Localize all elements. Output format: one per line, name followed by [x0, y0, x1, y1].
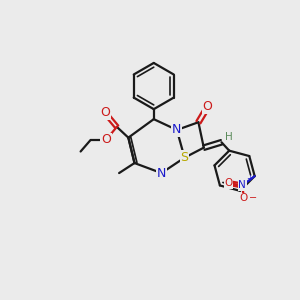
- Text: −: −: [249, 193, 257, 203]
- Text: O: O: [101, 134, 111, 146]
- Text: O: O: [224, 178, 232, 188]
- Text: S: S: [181, 151, 188, 164]
- Text: N: N: [172, 123, 182, 136]
- Text: N: N: [238, 180, 246, 190]
- Text: N: N: [157, 167, 166, 180]
- Text: O: O: [203, 100, 213, 113]
- Text: O: O: [100, 106, 110, 119]
- Text: H: H: [225, 132, 233, 142]
- Text: +: +: [246, 174, 253, 183]
- Text: O: O: [240, 194, 248, 203]
